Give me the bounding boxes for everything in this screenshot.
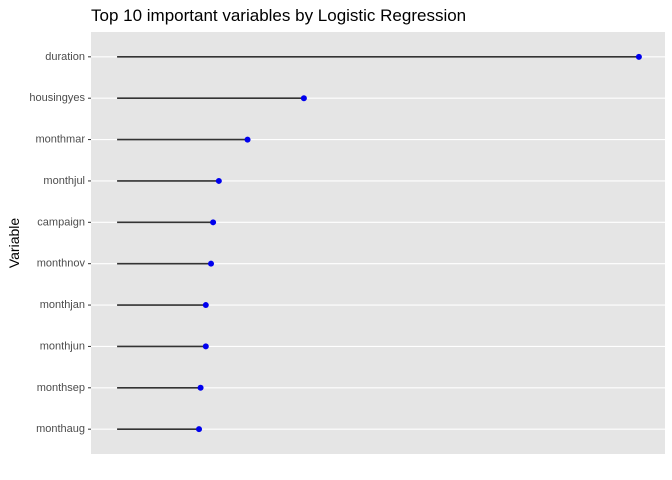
point-monthnov [208, 260, 215, 267]
y-tick-label-monthaug: monthaug [36, 423, 85, 435]
plot-panel [91, 32, 665, 454]
y-tick-label-monthsep: monthsep [37, 382, 85, 394]
stems [117, 56, 639, 430]
point-monthjun [202, 343, 209, 350]
y-tick-label-monthjul: monthjul [43, 175, 85, 187]
y-tick-label-monthjan: monthjan [40, 299, 85, 311]
point-monthaug [196, 426, 203, 433]
y-tick-label-campaign: campaign [37, 216, 85, 228]
point-monthmar [244, 136, 251, 143]
y-tick-label-monthjun: monthjun [40, 340, 85, 352]
chart-title: Top 10 important variables by Logistic R… [91, 6, 466, 25]
y-tick-label-monthmar: monthmar [35, 134, 85, 146]
y-tick-label-housingyes: housingyes [29, 92, 85, 104]
y-tick-label-monthnov: monthnov [37, 258, 86, 270]
points [196, 53, 642, 433]
point-monthjul [215, 177, 222, 184]
point-monthsep [197, 384, 204, 391]
point-housingyes [300, 95, 307, 102]
point-monthjan [202, 302, 209, 309]
y-tick-label-duration: duration [45, 51, 85, 63]
point-duration [635, 53, 642, 60]
y-tick-labels: duration housingyes monthmar monthjul campai… [29, 51, 91, 435]
point-campaign [210, 219, 217, 226]
y-axis-title: Variable [6, 218, 22, 269]
